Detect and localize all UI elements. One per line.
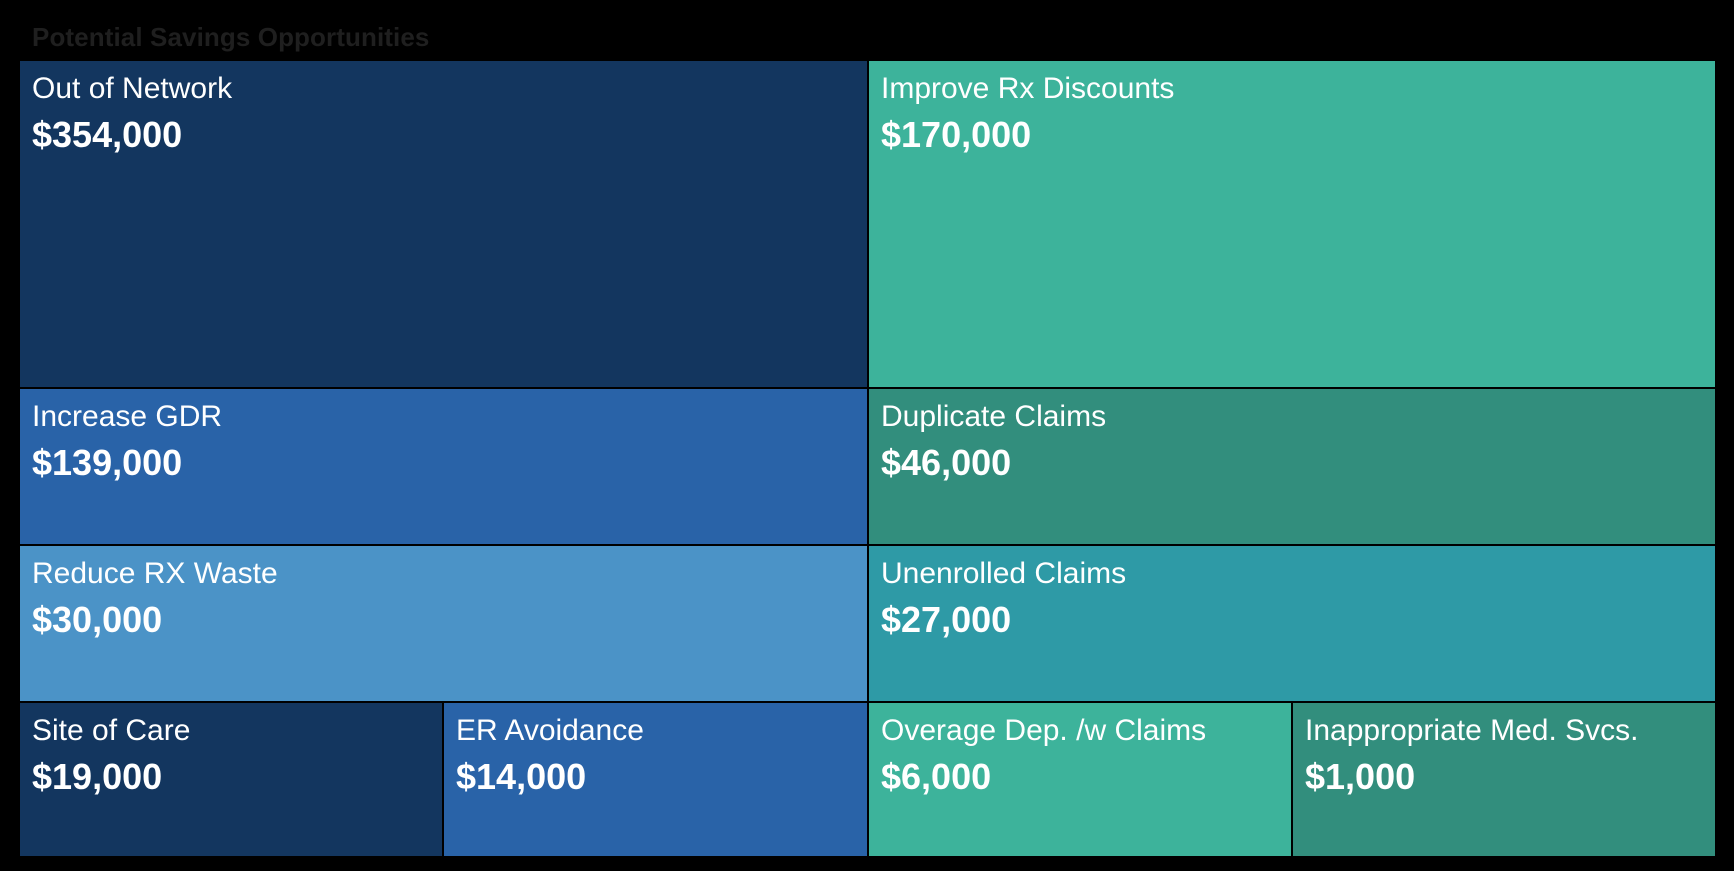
tile-label: ER Avoidance xyxy=(456,714,644,747)
tile-value: $14,000 xyxy=(456,756,587,797)
treemap-tile-overage-dep-w-claims: Overage Dep. /w Claims $6,000 xyxy=(869,703,1291,856)
tile-value: $46,000 xyxy=(881,442,1012,483)
treemap-tile-er-avoidance: ER Avoidance $14,000 xyxy=(444,703,867,856)
treemap-tile-inappropriate-med-svcs: Inappropriate Med. Svcs. $1,000 xyxy=(1293,703,1715,856)
treemap-tile-site-of-care: Site of Care $19,000 xyxy=(20,703,442,856)
treemap: Out of Network $354,000 Improve Rx Discoun… xyxy=(20,61,1715,856)
treemap-tile-reduce-rx-waste: Reduce RX Waste $30,000 xyxy=(20,546,867,701)
tile-value: $354,000 xyxy=(32,114,183,155)
tile-value: $6,000 xyxy=(881,756,992,797)
treemap-tile-unenrolled-claims: Unenrolled Claims $27,000 xyxy=(869,546,1715,701)
tile-value: $139,000 xyxy=(32,442,183,483)
tile-value: $170,000 xyxy=(881,114,1032,155)
tile-value: $1,000 xyxy=(1305,756,1416,797)
treemap-tile-improve-rx-discounts: Improve Rx Discounts $170,000 xyxy=(869,61,1715,387)
tile-label: Reduce RX Waste xyxy=(32,557,278,590)
chart-title: Potential Savings Opportunities xyxy=(32,22,430,52)
tile-value: $19,000 xyxy=(32,756,163,797)
tile-label: Duplicate Claims xyxy=(881,400,1107,433)
tile-label: Inappropriate Med. Svcs. xyxy=(1305,714,1639,747)
tile-label: Unenrolled Claims xyxy=(881,557,1127,590)
tile-value: $27,000 xyxy=(881,599,1012,640)
tile-label: Increase GDR xyxy=(32,400,223,433)
tile-label: Site of Care xyxy=(32,714,191,747)
tile-value: $30,000 xyxy=(32,599,163,640)
tile-label: Out of Network xyxy=(32,72,233,105)
treemap-tile-duplicate-claims: Duplicate Claims $46,000 xyxy=(869,389,1715,544)
tile-label: Improve Rx Discounts xyxy=(881,72,1175,105)
treemap-tile-out-of-network: Out of Network $354,000 xyxy=(20,61,867,387)
treemap-tile-increase-gdr: Increase GDR $139,000 xyxy=(20,389,867,544)
tile-label: Overage Dep. /w Claims xyxy=(881,714,1207,747)
